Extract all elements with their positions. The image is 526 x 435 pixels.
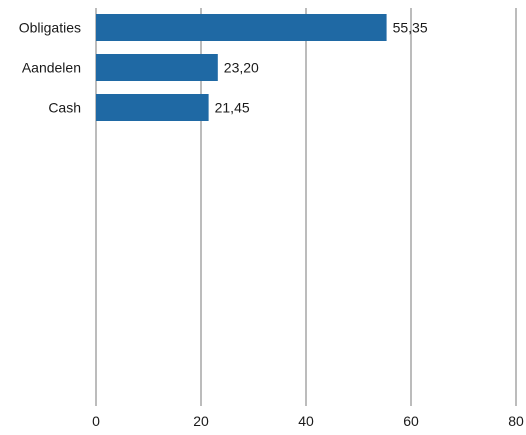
category-label-obligaties: Obligaties <box>19 20 81 36</box>
category-label-cash: Cash <box>48 100 81 116</box>
bar-obligaties <box>96 14 387 41</box>
value-label-cash: 21,45 <box>215 100 250 116</box>
bars <box>96 14 387 121</box>
x-tick-label-0: 0 <box>92 413 100 429</box>
x-tick-label-80: 80 <box>508 413 524 429</box>
x-axis-tick-labels: 0 20 40 60 80 <box>92 413 524 429</box>
bar-cash <box>96 94 209 121</box>
bar-aandelen <box>96 54 218 81</box>
value-label-obligaties: 55,35 <box>393 20 428 36</box>
x-tick-label-20: 20 <box>193 413 209 429</box>
x-tick-label-40: 40 <box>298 413 314 429</box>
value-label-aandelen: 23,20 <box>224 60 259 76</box>
category-label-aandelen: Aandelen <box>22 60 81 76</box>
value-labels: 55,35 23,20 21,45 <box>215 20 428 116</box>
category-labels: Obligaties Aandelen Cash <box>19 20 81 116</box>
x-tick-label-60: 60 <box>403 413 419 429</box>
